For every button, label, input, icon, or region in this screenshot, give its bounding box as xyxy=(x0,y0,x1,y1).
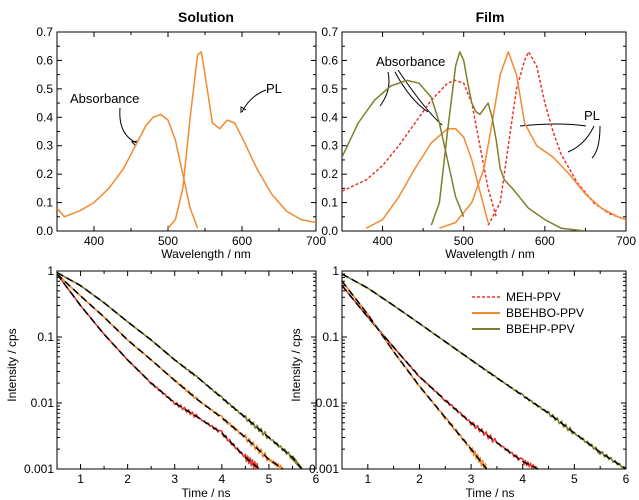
xlabel-film: Wavelength / nm xyxy=(445,247,535,261)
arrow-absorbance-film-2 xyxy=(394,71,429,113)
arrowhead-absorbance-solution xyxy=(130,140,139,147)
y-tick-label-solution-decay: 0.1 xyxy=(37,330,54,344)
annotation-pl-film: PL xyxy=(584,108,600,123)
series-line-meh-ppv-solution-decay xyxy=(57,273,260,469)
arrow-absorbance-solution xyxy=(119,107,138,144)
series-line-bbehbo-ppv-film-abs-pl xyxy=(439,51,626,229)
y-tick-label-film-abs-pl: 0.4 xyxy=(321,110,338,124)
series-line-bbehp-ppv-film-decay xyxy=(342,273,626,469)
x-tick-label-film-abs-pl: 700 xyxy=(616,234,636,248)
series-line-meh-ppv-film-abs-pl xyxy=(487,51,626,226)
series-line-meh-ppv-film-abs-pl xyxy=(342,79,497,218)
x-tick-label-solution-decay: 3 xyxy=(171,472,178,486)
series-line-bbehp-ppv-film-abs-pl xyxy=(430,51,586,231)
y-tick-label-solution-abs-pl: 0.5 xyxy=(36,82,53,96)
annotation-absorbance-film: Absorbance xyxy=(376,54,445,69)
x-tick-label-solution-decay: 1 xyxy=(77,472,84,486)
x-tick-label-solution-decay: 6 xyxy=(313,472,320,486)
y-tick-label-film-decay: 1 xyxy=(332,264,339,278)
y-tick-label-solution-decay: 0.001 xyxy=(24,462,54,476)
series-line-bbehp-ppv-film-abs-pl xyxy=(342,79,465,218)
y-tick-label-solution-decay: 1 xyxy=(47,264,54,278)
ylabel-decay-film: Intensity / cps xyxy=(289,328,303,401)
arrow-pl-film-1 xyxy=(519,123,587,127)
y-tick-label-film-abs-pl: 0.7 xyxy=(321,25,338,39)
y-tick-label-film-decay: 0.1 xyxy=(322,330,339,344)
x-tick-label-film-decay: 4 xyxy=(519,472,526,486)
series-line-series-solution-abs-pl xyxy=(57,113,199,229)
y-tick-label-solution-decay: 0.01 xyxy=(31,396,55,410)
arrowhead-pl-solution xyxy=(240,106,247,113)
arrow-pl-film-2 xyxy=(567,125,595,153)
x-tick-label-film-decay: 2 xyxy=(416,472,423,486)
arrow-absorbance-film-1 xyxy=(379,71,390,107)
annotation-pl-solution: PL xyxy=(266,81,282,96)
x-tick-label-film-decay: 1 xyxy=(364,472,371,486)
series-line-bbehbo-ppv-film-abs-pl xyxy=(365,127,489,229)
y-tick-label-solution-abs-pl: 0.1 xyxy=(36,196,53,210)
fit-line-bbehbo-ppv-solution-decay xyxy=(57,273,284,469)
fit-line-meh-ppv-film-decay xyxy=(342,285,539,469)
panel-title-film: Film xyxy=(476,9,505,25)
x-tick-label-solution-decay: 2 xyxy=(124,472,131,486)
y-tick-label-solution-abs-pl: 0.6 xyxy=(36,53,53,67)
x-tick-label-solution-abs-pl: 700 xyxy=(306,234,326,248)
y-tick-label-solution-abs-pl: 0.7 xyxy=(36,25,53,39)
x-tick-label-film-abs-pl: 500 xyxy=(454,234,474,248)
fit-line-bbehp-ppv-solution-decay xyxy=(57,271,303,469)
ylabel-decay-solution: Intensity / cps xyxy=(5,328,19,401)
series-line-series-solution-abs-pl xyxy=(167,51,316,229)
y-tick-label-film-decay: 0.01 xyxy=(316,396,340,410)
x-tick-label-film-decay: 3 xyxy=(468,472,475,486)
y-tick-label-film-abs-pl: 0.5 xyxy=(321,82,338,96)
x-tick-label-film-abs-pl: 400 xyxy=(373,234,393,248)
legend-label-bbehp: BBEHP-PPV xyxy=(506,322,575,336)
legend-label-bbehbo: BBEHBO-PPV xyxy=(506,306,584,320)
x-tick-label-solution-abs-pl: 600 xyxy=(232,234,252,248)
series-line-bbehp-ppv-solution-decay xyxy=(57,271,303,469)
legend: MEH-PPV BBEHBO-PPV BBEHP-PPV xyxy=(472,290,584,336)
y-tick-label-film-abs-pl: 0.2 xyxy=(321,167,338,181)
fit-line-bbehp-ppv-film-decay xyxy=(342,273,626,469)
x-tick-label-solution-decay: 5 xyxy=(266,472,273,486)
arrow-absorbance-film-3 xyxy=(397,69,443,126)
x-tick-label-film-decay: 5 xyxy=(571,472,578,486)
plot-frame-solution-decay xyxy=(56,270,317,470)
y-tick-label-film-abs-pl: 0.3 xyxy=(321,139,338,153)
y-tick-label-solution-abs-pl: 0.3 xyxy=(36,139,53,153)
y-tick-label-film-decay: 0.001 xyxy=(309,462,339,476)
x-tick-label-film-abs-pl: 600 xyxy=(535,234,555,248)
y-tick-label-film-abs-pl: 0.0 xyxy=(321,224,338,238)
y-tick-label-solution-abs-pl: 0.0 xyxy=(36,224,53,238)
fit-line-meh-ppv-solution-decay xyxy=(57,273,260,469)
x-tick-label-solution-abs-pl: 400 xyxy=(84,234,104,248)
y-tick-label-solution-abs-pl: 0.4 xyxy=(36,110,53,124)
x-tick-label-solution-abs-pl: 500 xyxy=(158,234,178,248)
legend-label-meh: MEH-PPV xyxy=(506,290,561,304)
series-line-bbehbo-ppv-film-decay xyxy=(342,280,488,469)
panel-title-solution: Solution xyxy=(178,9,234,25)
x-tick-label-solution-decay: 4 xyxy=(218,472,225,486)
y-tick-label-film-abs-pl: 0.1 xyxy=(321,196,338,210)
annotation-absorbance-solution: Absorbance xyxy=(70,91,139,106)
xlabel-decay-film: Time / ns xyxy=(466,486,515,500)
y-tick-label-solution-abs-pl: 0.2 xyxy=(36,167,53,181)
arrow-pl-film-3 xyxy=(591,125,601,159)
arrow-pl-solution xyxy=(241,89,267,113)
y-tick-label-film-abs-pl: 0.6 xyxy=(321,53,338,67)
xlabel-decay-solution: Time / ns xyxy=(182,486,231,500)
fit-line-bbehbo-ppv-film-decay xyxy=(342,280,488,469)
x-tick-label-film-decay: 6 xyxy=(623,472,630,486)
xlabel-solution: Wavelength / nm xyxy=(161,247,251,261)
